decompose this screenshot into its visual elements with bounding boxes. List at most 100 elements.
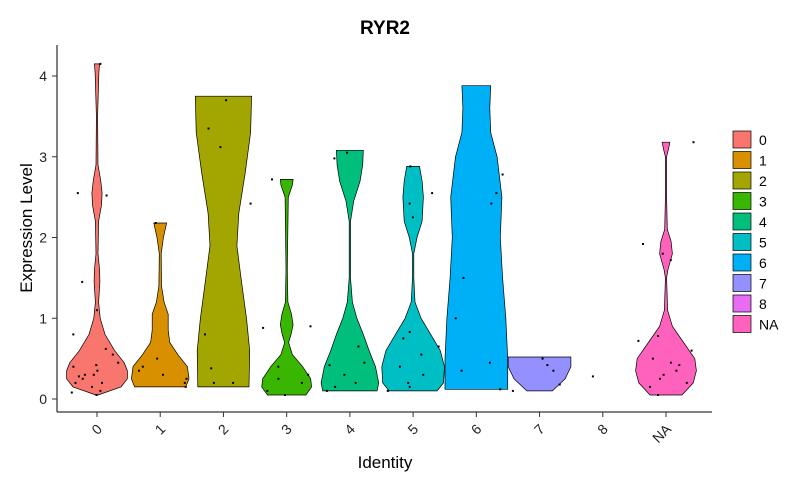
- legend-label: 2: [759, 173, 767, 189]
- y-axis-title: Expression Level: [17, 163, 36, 292]
- data-point: [95, 394, 98, 396]
- data-point: [219, 146, 222, 149]
- data-point: [141, 365, 144, 368]
- data-point: [386, 389, 389, 392]
- data-point: [420, 353, 423, 356]
- y-tick-label: 3: [39, 149, 47, 165]
- legend-label: 6: [759, 255, 767, 271]
- y-tick-label: 4: [39, 68, 47, 84]
- data-point: [398, 365, 401, 368]
- data-point: [488, 361, 491, 364]
- legend-swatch-0: [732, 130, 752, 149]
- data-point: [462, 276, 465, 279]
- data-point: [76, 192, 79, 195]
- data-point: [431, 192, 434, 195]
- y-tick-label: 2: [39, 230, 47, 246]
- violin-7: [507, 356, 572, 392]
- violin-layer: [66, 63, 697, 396]
- data-point: [343, 373, 346, 376]
- data-point: [501, 173, 504, 176]
- data-point: [266, 389, 269, 392]
- legend-label: 7: [759, 276, 767, 292]
- x-tick-label: 5: [404, 421, 421, 438]
- data-point: [104, 347, 107, 350]
- data-point: [669, 361, 672, 364]
- data-point: [637, 339, 640, 342]
- legend-swatch-4: [732, 212, 752, 231]
- violin-3: [261, 179, 312, 396]
- data-point: [408, 385, 411, 388]
- data-point: [354, 381, 357, 384]
- data-point: [204, 333, 206, 336]
- data-point: [678, 364, 681, 367]
- data-point: [357, 345, 360, 348]
- point-layer: [70, 62, 695, 396]
- data-point: [409, 165, 412, 168]
- data-point: [642, 243, 644, 245]
- data-point: [117, 361, 120, 364]
- data-point: [156, 357, 159, 360]
- data-point: [111, 353, 114, 356]
- data-point: [411, 216, 414, 219]
- data-point: [407, 381, 410, 384]
- legend-swatch-7: [732, 274, 752, 292]
- data-point: [162, 373, 164, 376]
- data-point: [212, 381, 215, 384]
- data-point: [81, 377, 84, 380]
- data-point: [185, 377, 188, 380]
- data-point: [454, 317, 457, 320]
- data-point: [77, 375, 80, 378]
- legend-label: 4: [759, 214, 767, 230]
- data-point: [402, 337, 405, 340]
- data-point: [309, 325, 312, 328]
- data-point: [692, 141, 695, 144]
- x-tick-label: 4: [341, 421, 358, 438]
- legend-swatch-1: [732, 151, 752, 169]
- legend-swatch-NA: [732, 315, 752, 333]
- data-point: [262, 326, 265, 329]
- data-point: [685, 381, 688, 384]
- data-point: [669, 259, 672, 262]
- data-point: [333, 157, 336, 160]
- data-point: [92, 373, 95, 376]
- y-axis-ticks: 0 1 2 3 4: [39, 68, 57, 407]
- legend-label: 3: [759, 194, 767, 210]
- violin-5: [381, 166, 445, 392]
- data-point: [184, 385, 187, 388]
- x-tick-label: 6: [468, 421, 485, 438]
- x-tick-label: 2: [215, 421, 232, 438]
- data-point: [334, 385, 337, 388]
- data-point: [183, 381, 186, 384]
- x-axis-title: Identity: [358, 453, 413, 472]
- data-point: [81, 280, 84, 283]
- data-point: [99, 62, 102, 65]
- chart-title: RYR2: [360, 18, 410, 39]
- data-point: [277, 377, 280, 380]
- data-point: [70, 391, 73, 394]
- data-point: [591, 375, 594, 378]
- x-axis-ticks: 0 1 2 3 4 5 6 7 8 NA: [88, 412, 675, 446]
- data-point: [271, 178, 273, 181]
- data-point: [657, 335, 660, 337]
- data-point: [74, 381, 77, 384]
- legend: 0 1 2 3 4 5 6 7 8 NA: [732, 130, 779, 333]
- legend-label: 1: [759, 153, 767, 169]
- data-point: [690, 349, 693, 352]
- violin-2: [194, 95, 252, 388]
- data-point: [437, 345, 440, 348]
- data-point: [91, 385, 93, 388]
- data-point: [558, 383, 561, 386]
- legend-label: NA: [759, 317, 779, 333]
- x-tick-label: 1: [152, 421, 169, 438]
- data-point: [154, 222, 157, 224]
- data-point: [675, 369, 678, 372]
- data-point: [499, 388, 502, 391]
- data-point: [328, 364, 331, 367]
- data-point: [95, 309, 98, 312]
- legend-swatch-3: [732, 192, 752, 210]
- violin-6: [444, 85, 509, 390]
- legend-swatch-5: [732, 233, 752, 251]
- x-tick-label: 3: [278, 421, 295, 438]
- data-point: [659, 377, 661, 380]
